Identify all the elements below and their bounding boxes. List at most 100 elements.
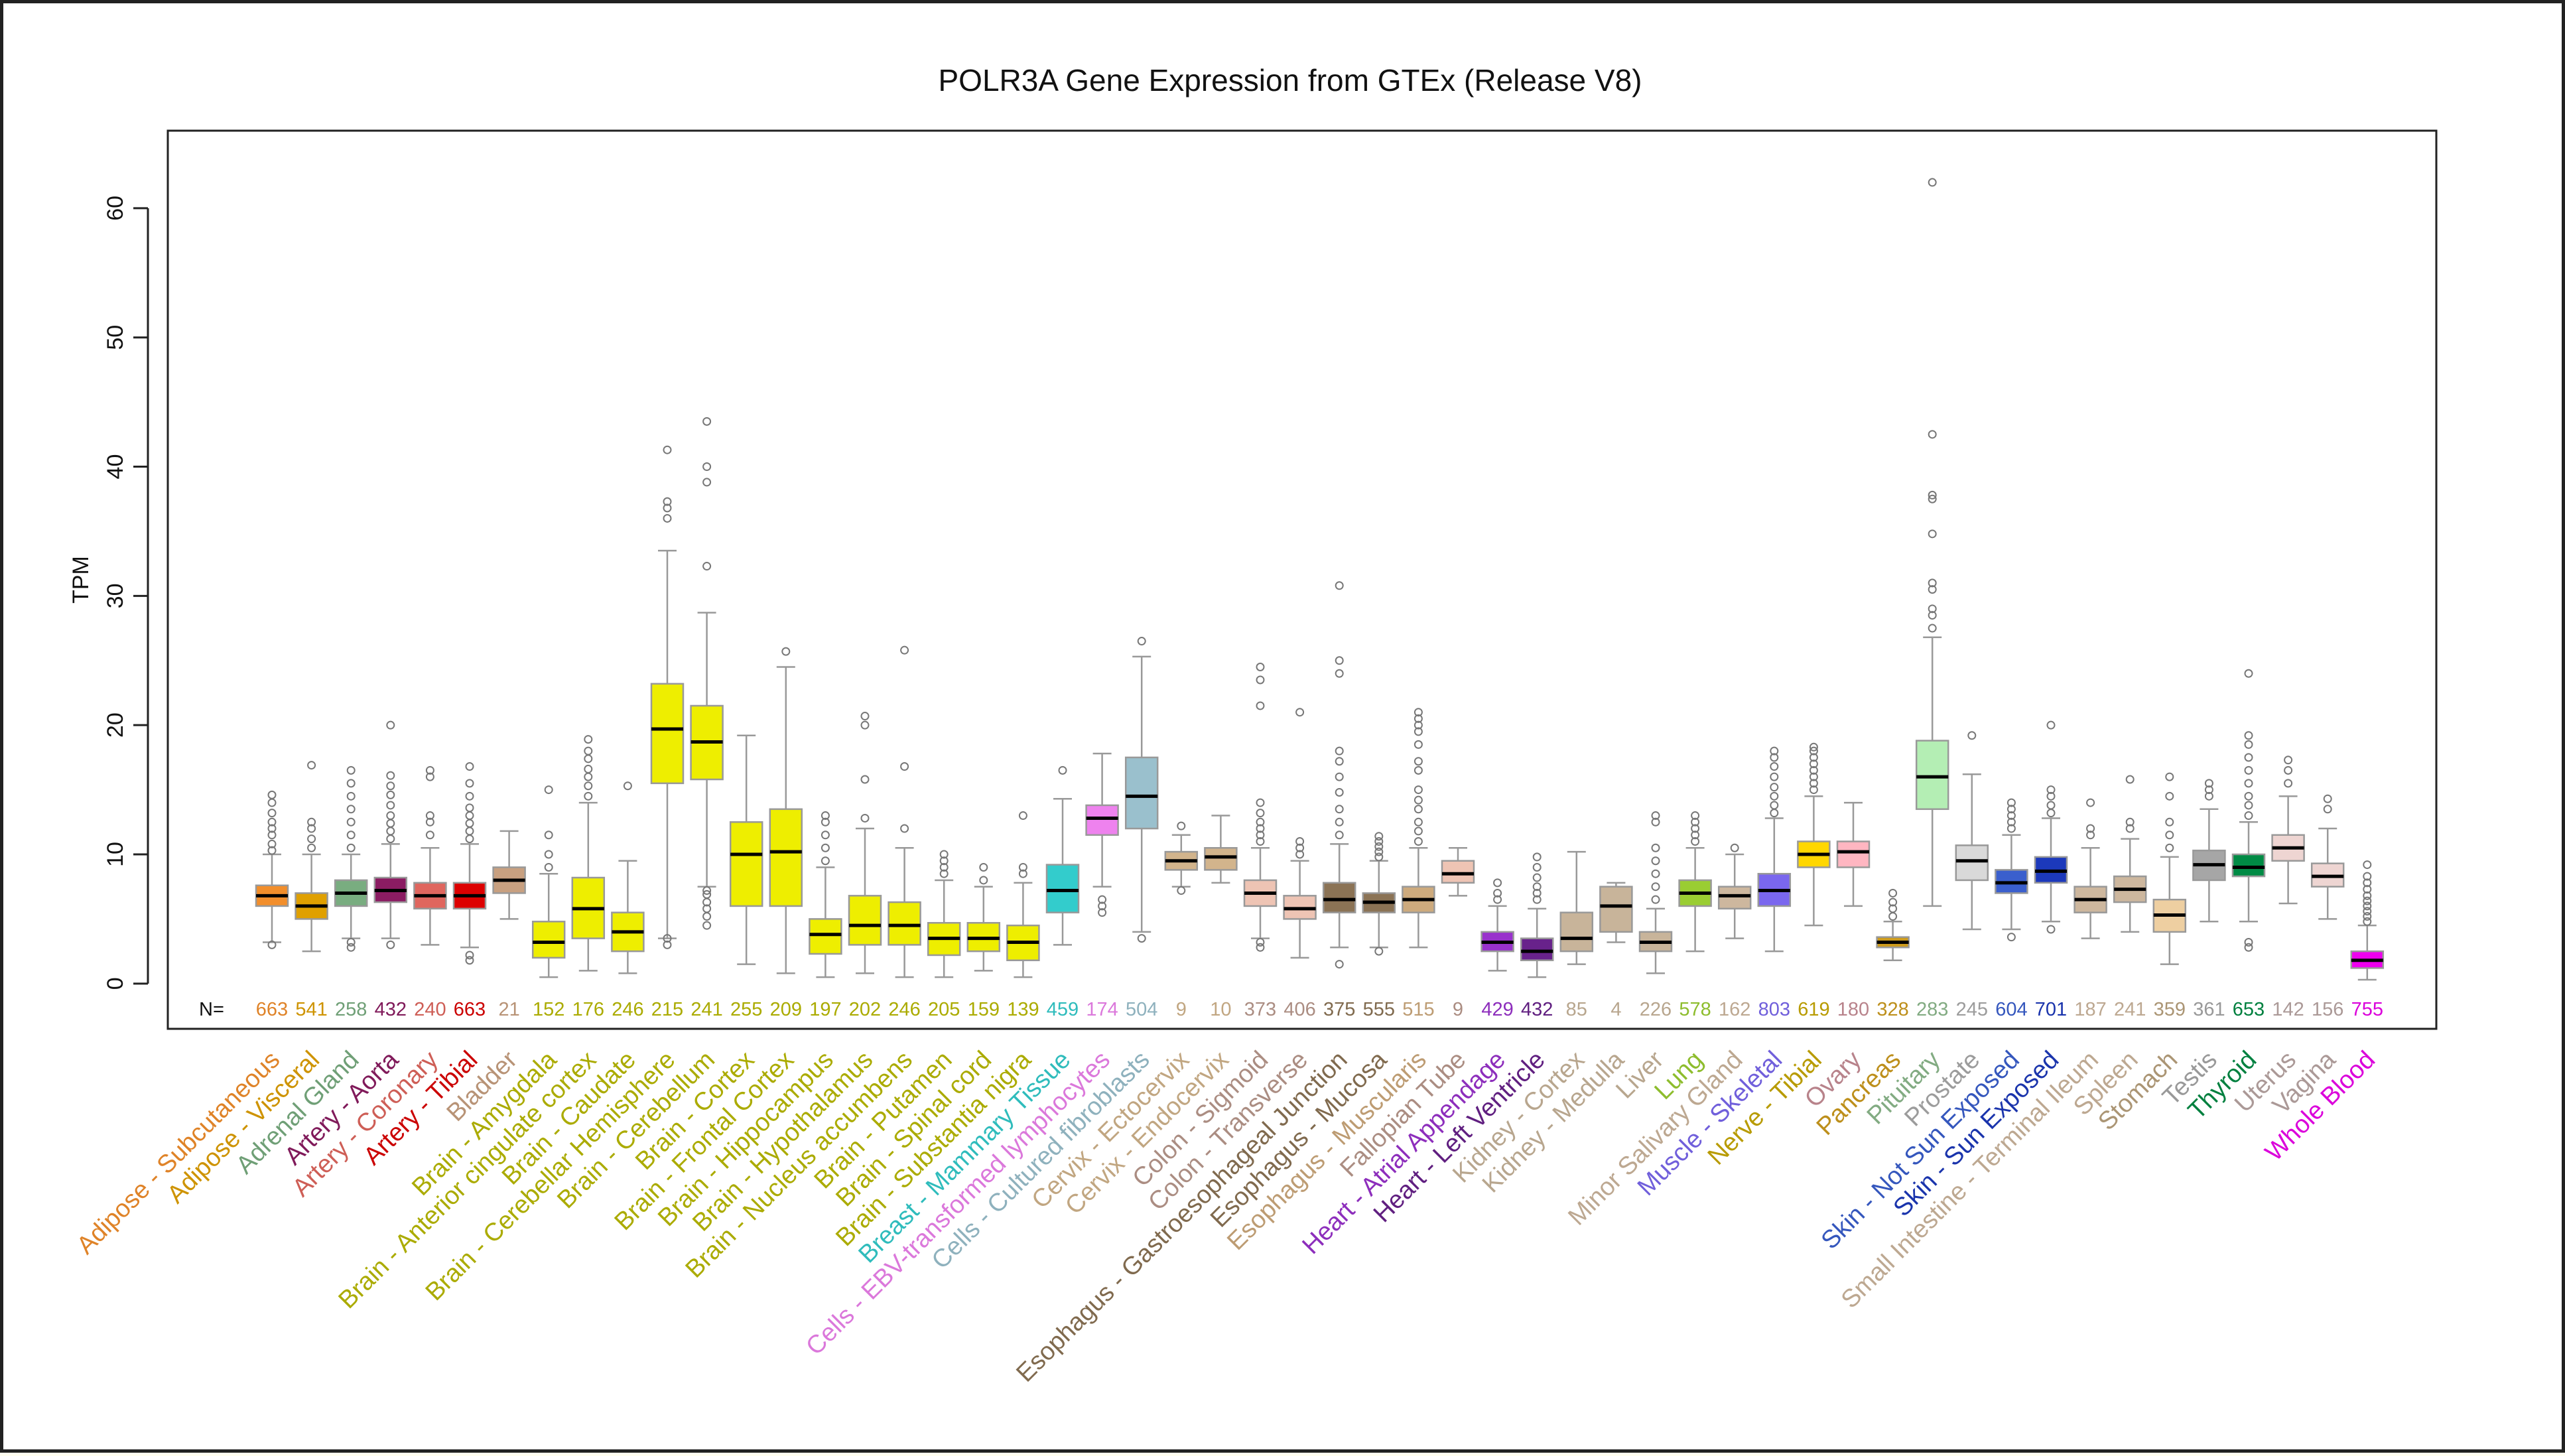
outlier-point <box>267 798 277 807</box>
outlier-point <box>1691 837 1700 846</box>
iqr-box <box>531 921 566 959</box>
outlier-point <box>1691 830 1700 840</box>
n-count-label: 653 <box>2233 999 2265 1020</box>
outlier-point <box>1374 852 1384 862</box>
outlier-point <box>663 940 672 949</box>
outlier-point <box>465 791 474 801</box>
box-nerve-tibial <box>1797 742 1831 927</box>
outlier-point <box>1177 886 1186 895</box>
outlier-point <box>663 503 672 513</box>
outlier-point <box>1374 947 1384 956</box>
n-count-label: 226 <box>1640 999 1672 1020</box>
outlier-point <box>1295 843 1305 852</box>
outlier-point <box>663 445 672 454</box>
outlier-point <box>2165 830 2174 840</box>
outlier-point <box>1888 897 1898 907</box>
box-brain-cortex <box>729 734 763 965</box>
outlier-point <box>623 781 632 791</box>
outlier-point <box>2284 779 2293 788</box>
outlier-point <box>1335 805 1344 814</box>
n-count-label: 803 <box>1758 999 1790 1020</box>
outlier-point <box>1414 785 1423 795</box>
outlier-point <box>2244 791 2253 801</box>
outlier-point <box>346 943 356 952</box>
y-axis: 0 10 20 30 40 50 60 <box>103 196 149 990</box>
outlier-point <box>1098 895 1107 904</box>
outlier-point <box>2086 824 2095 833</box>
box-artery-aorta <box>373 720 408 949</box>
outlier-point <box>544 862 553 872</box>
n-count-label: 85 <box>1566 999 1587 1020</box>
n-count-label: 9 <box>1453 999 1463 1020</box>
outlier-point <box>1770 772 1779 781</box>
outlier-point <box>2006 824 2016 833</box>
outlier-point <box>1098 901 1107 911</box>
outlier-point <box>2204 779 2213 788</box>
outlier-point <box>386 940 395 949</box>
n-count-label: 373 <box>1244 999 1276 1020</box>
outlier-point <box>1532 895 1542 904</box>
outlier-point <box>2244 801 2253 810</box>
n-count-label: 240 <box>414 999 446 1020</box>
outlier-point <box>1018 869 1027 878</box>
outlier-point <box>939 856 949 866</box>
box-skin-sun-exposed <box>2034 720 2068 934</box>
outlier-point <box>1256 837 1265 846</box>
iqr-box <box>848 895 882 946</box>
outlier-point <box>267 790 277 799</box>
iqr-box <box>1124 756 1159 830</box>
outlier-point <box>307 834 316 844</box>
outlier-point <box>663 934 672 943</box>
y-axis-label: TPM <box>68 556 94 604</box>
box-brain-spinal-cord <box>966 862 1001 972</box>
outlier-point <box>821 830 830 840</box>
outlier-point <box>1809 746 1818 756</box>
outlier-point <box>979 876 988 885</box>
iqr-box <box>650 683 685 785</box>
box-bladder <box>492 830 526 920</box>
outlier-point <box>2244 779 2253 788</box>
outlier-point <box>1414 757 1423 766</box>
outlier-point <box>663 513 672 523</box>
outlier-point <box>1809 753 1818 762</box>
n-count-label: 246 <box>612 999 643 1020</box>
y-tick-label: 30 <box>103 583 128 608</box>
outlier-point <box>1770 809 1779 818</box>
outlier-point <box>465 834 474 844</box>
outlier-point <box>2363 901 2372 911</box>
outlier-point <box>1651 869 1660 878</box>
box-whole-blood <box>2350 860 2385 981</box>
outlier-point <box>1256 830 1265 840</box>
box-uterus <box>2271 756 2305 905</box>
outlier-point <box>702 478 712 487</box>
outlier-point <box>2284 756 2293 765</box>
box-cells-cultured-fibroblasts <box>1124 637 1159 943</box>
box-brain-frontal-cortex <box>769 647 803 974</box>
outlier-point <box>1651 817 1660 827</box>
outlier-point <box>1256 663 1265 672</box>
box-kidney-cortex <box>1559 850 1594 965</box>
outlier-point <box>1770 753 1779 762</box>
outlier-point <box>465 827 474 836</box>
outlier-point <box>1414 714 1423 723</box>
outlier-point <box>2244 731 2253 740</box>
box-spleen <box>2113 775 2147 933</box>
outlier-point <box>386 819 395 828</box>
outlier-point <box>2165 772 2174 781</box>
n-count-label: 162 <box>1719 999 1750 1020</box>
n-count-label: 515 <box>1402 999 1434 1020</box>
outlier-point <box>386 771 395 780</box>
box-colon-sigmoid <box>1243 663 1278 952</box>
outlier-point <box>1256 675 1265 685</box>
outlier-point <box>1651 856 1660 866</box>
box-heart-left-ventricle <box>1520 852 1554 978</box>
n-count-label: 604 <box>1995 999 2027 1020</box>
outlier-point <box>386 811 395 821</box>
outlier-point <box>267 824 277 833</box>
outlier-point <box>1928 611 1937 620</box>
box-brain-hypothalamus <box>848 712 882 974</box>
n-count-label: 663 <box>454 999 486 1020</box>
n-count-label: 202 <box>849 999 881 1020</box>
outlier-point <box>386 801 395 810</box>
outlier-point <box>860 712 870 721</box>
